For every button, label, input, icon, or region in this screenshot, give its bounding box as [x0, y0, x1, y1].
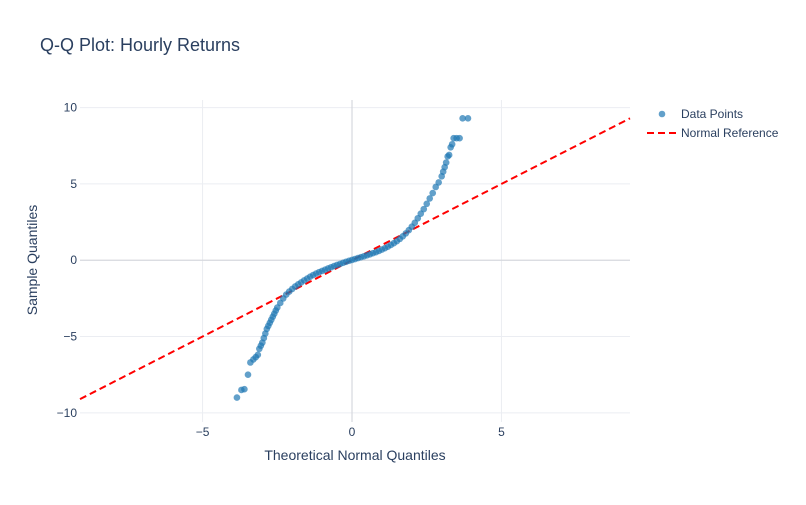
- legend[interactable]: Data Points Normal Reference: [647, 107, 779, 140]
- y-tick-label: 10: [64, 101, 78, 115]
- y-axis-title: Sample Quantiles: [24, 205, 40, 316]
- data-point: [254, 351, 262, 359]
- legend-item-data-points[interactable]: Data Points: [658, 107, 743, 121]
- data-point: [241, 385, 248, 393]
- y-tick-label: −10: [57, 406, 78, 420]
- data-point: [244, 371, 252, 378]
- data-point: [423, 200, 431, 208]
- y-tick-label: −5: [63, 330, 77, 344]
- data-point: [448, 140, 456, 148]
- data-point: [459, 115, 466, 122]
- x-tick-label: −5: [196, 425, 210, 439]
- legend-label-data-points: Data Points: [681, 107, 743, 121]
- data-point: [442, 159, 450, 166]
- x-tick-label: 5: [498, 425, 505, 439]
- data-point: [429, 189, 437, 197]
- data-point: [420, 205, 428, 213]
- data-point: [445, 151, 453, 159]
- legend-item-normal-reference[interactable]: Normal Reference: [647, 126, 779, 140]
- data-point: [435, 179, 442, 186]
- data-point: [464, 115, 472, 122]
- x-tick-label: 0: [349, 425, 356, 439]
- x-axis-title: Theoretical Normal Quantiles: [264, 447, 445, 463]
- chart-title: Q-Q Plot: Hourly Returns: [40, 35, 240, 55]
- y-tick-label: 0: [70, 253, 77, 267]
- y-tick-label: 5: [70, 177, 77, 191]
- y-tick-labels: −10 −5 0 5 10: [57, 101, 78, 420]
- legend-label-normal-reference: Normal Reference: [681, 126, 779, 140]
- data-point: [456, 134, 463, 142]
- x-tick-labels: −5 0 5: [196, 425, 505, 439]
- legend-marker-icon: [658, 110, 666, 118]
- data-point: [426, 195, 434, 202]
- data-point: [233, 394, 241, 401]
- data-points-layer: [233, 115, 472, 401]
- grid-layer: [80, 100, 630, 422]
